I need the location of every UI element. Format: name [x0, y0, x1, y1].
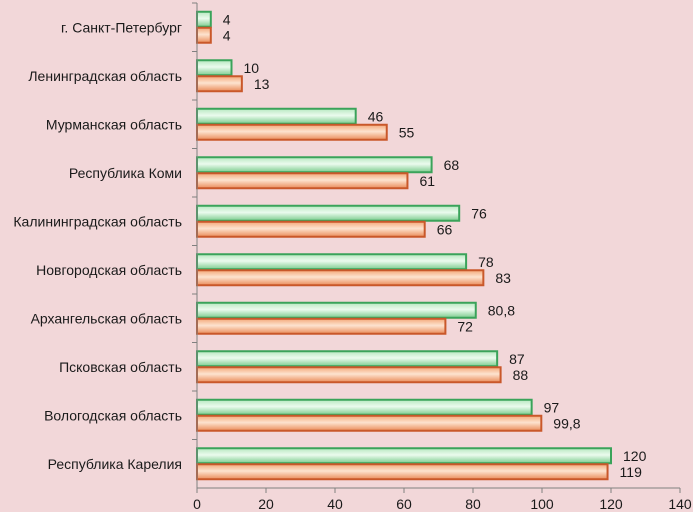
- bar-series-2: [196, 463, 609, 481]
- bar-series-1: [196, 350, 499, 368]
- bar-series-1: [196, 59, 233, 77]
- x-tick-label: 20: [258, 496, 274, 512]
- x-tick-label: 100: [530, 496, 554, 512]
- bar-series-2: [196, 269, 485, 287]
- data-label-series-2: 72: [457, 318, 473, 334]
- data-label-series-2: 4: [223, 27, 231, 43]
- x-tick-label: 0: [193, 496, 201, 512]
- data-label-series-1: 10: [244, 60, 260, 76]
- bar-series-1: [196, 156, 433, 174]
- data-label-series-2: 88: [513, 367, 529, 383]
- data-label-series-2: 83: [495, 270, 511, 286]
- bar-series-2: [196, 123, 388, 141]
- category-label: Республика Карелия: [48, 456, 182, 472]
- category-label: г. Санкт-Петербург: [61, 19, 182, 35]
- x-tick-label: 60: [396, 496, 412, 512]
- bar-series-2: [196, 317, 447, 335]
- category-label: Калининградская область: [13, 213, 182, 229]
- bar-series-2: [196, 414, 543, 432]
- category-label: Архангельская область: [31, 310, 182, 326]
- data-label-series-1: 46: [368, 108, 384, 124]
- x-tick-label: 40: [327, 496, 343, 512]
- bar-series-1: [196, 398, 533, 416]
- data-label-series-1: 80,8: [488, 302, 515, 318]
- data-label-series-2: 55: [399, 124, 415, 140]
- bar-series-1: [196, 447, 612, 465]
- bar-series-1: [196, 107, 357, 125]
- data-label-series-1: 120: [623, 448, 647, 464]
- x-tick-label: 140: [668, 496, 692, 512]
- bar-series-2: [196, 220, 426, 238]
- bar-series-2: [196, 366, 502, 384]
- bar-series-2: [196, 75, 243, 93]
- data-label-series-2: 99,8: [553, 415, 580, 431]
- category-label: Псковская область: [59, 359, 182, 375]
- x-tick-label: 80: [465, 496, 481, 512]
- data-label-series-1: 97: [544, 399, 560, 415]
- x-tick-label: 120: [599, 496, 623, 512]
- data-label-series-2: 119: [620, 464, 643, 480]
- data-label-series-1: 76: [471, 205, 487, 221]
- bar-series-1: [196, 253, 468, 271]
- data-label-series-1: 87: [509, 351, 525, 367]
- bar-series-1: [196, 10, 212, 28]
- bar-series-2: [196, 26, 212, 44]
- data-label-series-1: 4: [223, 11, 231, 27]
- bar-series-2: [196, 172, 409, 190]
- data-label-series-1: 78: [478, 254, 494, 270]
- category-label: Республика Коми: [69, 165, 182, 181]
- category-label: Новгородская область: [36, 262, 182, 278]
- category-label: Вологодская область: [44, 407, 182, 423]
- category-label: Мурманская область: [46, 116, 182, 132]
- data-label-series-2: 61: [419, 173, 435, 189]
- bar-series-1: [196, 204, 461, 222]
- data-label-series-1: 68: [444, 157, 460, 173]
- data-label-series-2: 13: [254, 76, 270, 92]
- data-label-series-2: 66: [437, 221, 453, 237]
- category-label: Ленинградская область: [28, 68, 182, 84]
- bar-series-1: [196, 301, 477, 319]
